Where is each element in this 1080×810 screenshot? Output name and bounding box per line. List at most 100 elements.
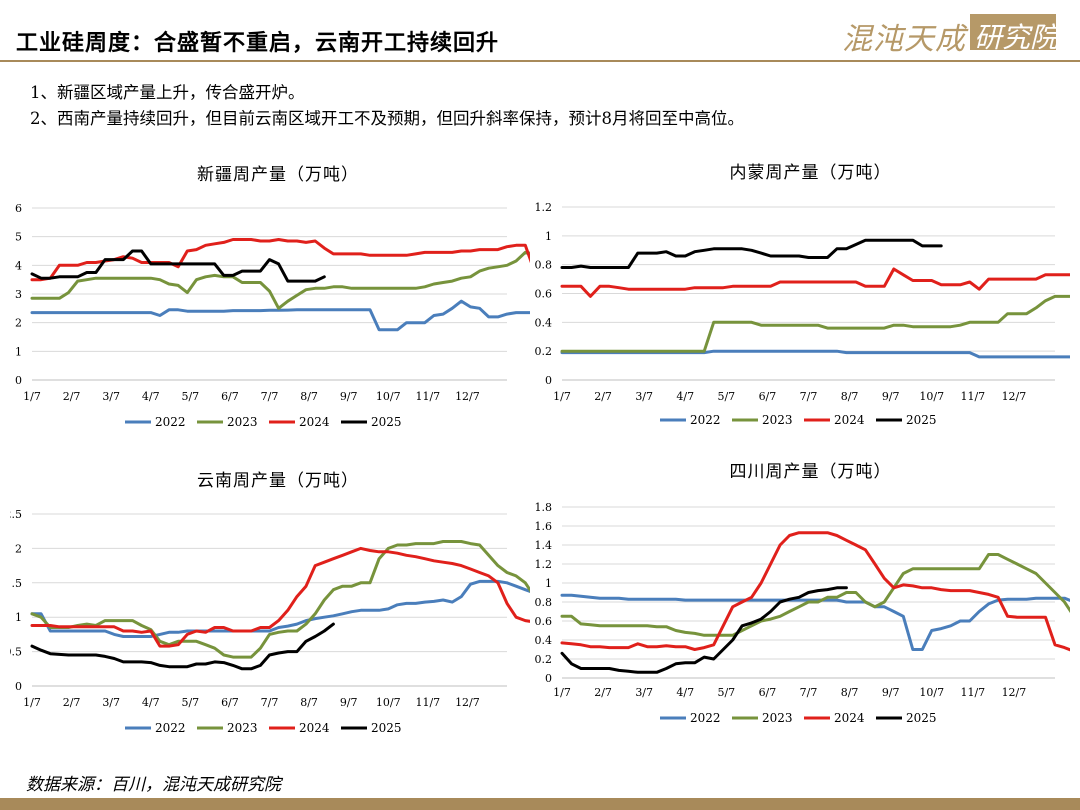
chart-sichuan-svg: 四川周产量（万吨） 0 0.2 0.4 0.6 0.8 1 1.2 1.4 1.6 1.8 1/7 2/…: [535, 462, 1070, 725]
y-tick-label: 0: [545, 374, 552, 387]
y-tick-label: 1: [15, 345, 22, 358]
x-tick-label: 5/7: [717, 686, 735, 699]
legend-label: 2023: [227, 415, 258, 429]
page-title: 工业硅周度：合盛暂不重启，云南开工持续回升: [16, 31, 500, 56]
x-tick-label: 11/7: [960, 390, 985, 403]
x-tick-label: 10/7: [919, 686, 944, 699]
x-tick-label: 7/7: [800, 390, 818, 403]
x-tick-label: 4/7: [142, 390, 160, 403]
legend-label: 2022: [690, 413, 721, 427]
x-tick-label: 3/7: [102, 390, 120, 403]
y-tick-label: 2.5: [10, 508, 22, 521]
legend-label: 2024: [299, 415, 330, 429]
x-tick-label: 12/7: [455, 390, 480, 403]
y-tick-label: 1.2: [535, 558, 552, 571]
y-tick-label: 1: [15, 611, 22, 624]
chart-title: 云南周产量（万吨）: [197, 471, 359, 491]
series-line-2023: [560, 294, 1070, 353]
logo-box: 研究院: [970, 14, 1058, 54]
x-tick-label: 2/7: [594, 686, 612, 699]
title-divider: [0, 60, 1080, 62]
chart-title: 内蒙周产量（万吨）: [730, 163, 892, 183]
legend-label: 2024: [834, 413, 865, 427]
legend-label: 2025: [371, 415, 402, 429]
legend-label: 2022: [155, 721, 186, 735]
y-tick-label: 0.6: [535, 288, 552, 301]
x-tick-label: 11/7: [415, 390, 440, 403]
chart-neimeng: 内蒙周产量（万吨） 0 0.2 0.4 0.6 0.8 1 1.2 1/7 2/7 3/7 4/7 5/…: [535, 150, 1070, 445]
x-tick-label: 5/7: [181, 696, 199, 709]
series-line-2024: [560, 531, 1070, 652]
legend-label: 2022: [690, 711, 721, 725]
chart-neimeng-svg: 内蒙周产量（万吨） 0 0.2 0.4 0.6 0.8 1 1.2 1/7 2/7 3/7 4/7 5/…: [535, 163, 1070, 427]
x-tick-label: 8/7: [841, 686, 859, 699]
x-tick-label: 3/7: [635, 390, 653, 403]
series-line-2023: [30, 540, 530, 659]
x-tick-label: 9/7: [882, 686, 900, 699]
logo-box-text: 研究院: [974, 21, 1059, 54]
x-tick-label: 2/7: [594, 390, 612, 403]
logo: 混沌天成 研究院: [842, 10, 1062, 57]
y-tick-label: 1.4: [535, 539, 552, 552]
x-tick-label: 6/7: [759, 390, 777, 403]
legend-label: 2023: [762, 711, 793, 725]
y-tick-label: 2: [15, 317, 22, 330]
legend-label: 2022: [155, 415, 186, 429]
y-tick-label: 1.2: [535, 201, 552, 214]
series-line-2025: [30, 622, 335, 671]
y-tick-label: 6: [15, 202, 22, 215]
source-note: 数据来源：百川，混沌天成研究院: [26, 775, 281, 795]
y-tick-label: 1: [545, 230, 552, 243]
x-tick-label: 6/7: [221, 390, 239, 403]
legend-label: 2025: [906, 413, 937, 427]
x-tick-label: 3/7: [102, 696, 120, 709]
x-tick-label: 11/7: [960, 686, 985, 699]
chart-xinjiang-svg: 新疆周产量（万吨） 0 1 2 3 4 5 6 1/7 2/7 3/7 4/7 5/7 6/7 7/7 8/7…: [15, 165, 530, 429]
x-tick-label: 10/7: [376, 696, 401, 709]
x-tick-label: 2/7: [63, 696, 81, 709]
y-tick-label: 0: [15, 680, 22, 693]
y-tick-label: 3: [15, 288, 22, 301]
series-line-2023: [30, 250, 530, 310]
x-tick-label: 8/7: [300, 696, 318, 709]
x-tick-label: 9/7: [882, 390, 900, 403]
x-tick-label: 9/7: [340, 390, 358, 403]
x-tick-label: 11/7: [415, 696, 440, 709]
series-line-2023: [560, 553, 1070, 637]
y-tick-label: 1: [545, 577, 552, 590]
series-line-2025: [30, 249, 326, 283]
x-tick-label: 12/7: [1002, 686, 1027, 699]
chart-xinjiang: 新疆周产量（万吨） 0 1 2 3 4 5 6 1/7 2/7 3/7 4/7 5/7 6/7 7/7 8/7…: [10, 150, 530, 445]
y-tick-label: 0: [545, 672, 552, 685]
y-tick-label: 0.4: [535, 634, 552, 647]
chart-title: 新疆周产量（万吨）: [197, 165, 359, 185]
x-tick-label: 12/7: [1002, 390, 1027, 403]
legend-label: 2023: [762, 413, 793, 427]
y-tick-label: 0.2: [535, 653, 552, 666]
footer-bar: [0, 798, 1080, 810]
x-tick-label: 12/7: [455, 696, 480, 709]
x-tick-label: 5/7: [717, 390, 735, 403]
x-tick-label: 8/7: [841, 390, 859, 403]
x-tick-label: 1/7: [553, 390, 571, 403]
y-tick-label: 4: [15, 259, 22, 272]
x-tick-label: 7/7: [800, 686, 818, 699]
legend-label: 2025: [906, 711, 937, 725]
x-tick-label: 8/7: [300, 390, 318, 403]
series-line-2025: [560, 238, 943, 269]
x-tick-label: 1/7: [553, 686, 571, 699]
x-tick-label: 4/7: [142, 696, 160, 709]
legend-label: 2024: [299, 721, 330, 735]
series-line-2024: [560, 267, 1070, 298]
series-line-2022: [560, 593, 1070, 651]
y-tick-label: 0.6: [535, 615, 552, 628]
y-tick-label: 1.8: [535, 501, 552, 514]
y-tick-label: 5: [15, 231, 22, 244]
legend-label: 2025: [371, 721, 402, 735]
x-tick-label: 10/7: [376, 390, 401, 403]
y-tick-label: 2: [15, 542, 22, 555]
bullet-point-2: 2、西南产量持续回升，但目前云南区域开工不及预期，但回升斜率保持，预计8月将回至…: [30, 109, 744, 128]
chart-yunnan-svg: 云南周产量（万吨） 0 0.5 1 1.5 2 2.5 1/7 2/7 3/7 4/7 5/7 6/7 7…: [10, 471, 530, 735]
y-tick-label: 0: [15, 374, 22, 387]
y-tick-label: 0.4: [535, 316, 552, 329]
